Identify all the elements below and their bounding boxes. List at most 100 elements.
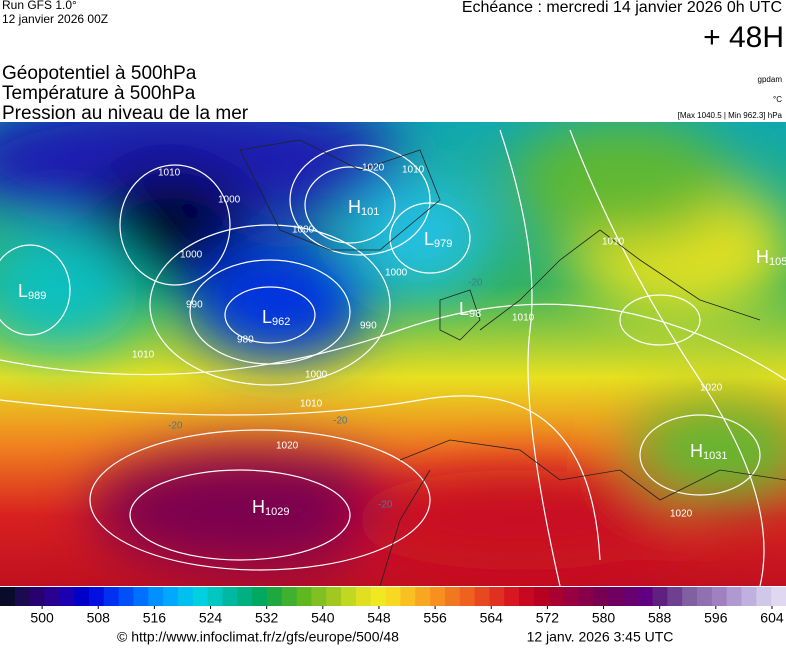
color-swatch [608,587,624,606]
color-swatch [0,587,16,606]
color-swatch [756,587,772,606]
color-swatch [74,587,90,606]
tick-label: 532 [255,610,279,626]
unit: gpdam [758,75,783,84]
tick-label: 588 [648,610,672,626]
color-swatch [355,587,372,606]
isobar-label: 1020 [362,163,385,174]
isobar-label: 1000 [180,250,203,261]
tick-label: 604 [760,610,784,626]
isobar-label: 1010 [158,168,181,179]
isobar-label: 1020 [670,509,693,520]
tick-label: 500 [30,610,54,626]
color-swatch [726,587,743,606]
tick-label: 556 [423,610,447,626]
color-swatch [118,587,134,606]
temperature-label: -20 [468,278,483,289]
isobars [0,129,786,586]
color-swatch [207,587,223,606]
color-swatch [652,587,668,606]
isobar-label: 1000 [385,268,408,279]
pressure-center: H1029 [252,497,289,518]
color-swatch [430,587,446,606]
color-swatch [296,587,312,606]
color-swatch [459,587,476,606]
color-swatch [444,587,461,606]
pressure-center: L979 [424,229,452,250]
pressure-center: L989 [18,281,46,302]
color-swatch [400,587,416,606]
color-swatch [533,587,550,606]
color-swatch [593,587,609,606]
tick-label: 540 [311,610,335,626]
color-swatch [222,587,238,606]
temperature-label: -20 [378,500,393,511]
pressure-center: L98 [459,299,481,320]
color-swatch [637,587,654,606]
map-field: L989 L962 H101 L979 L98 H105 H1031 H1029… [0,122,786,586]
source-url: © http://www.infoclimat.fr/z/gfs/europe/… [117,629,399,645]
isobar-label: 1000 [292,225,315,236]
model-name: Run GFS 1.0° [2,0,77,12]
isobar-label: 1010 [132,350,155,361]
tick-label: 524 [199,610,223,626]
color-swatch [563,587,579,606]
color-swatch [311,587,327,606]
tick-label: 596 [704,610,728,626]
color-swatch [682,587,698,606]
unit: [Max 1040.5 | Min 962.3] hPa [678,111,783,120]
isobar-label: 1020 [276,441,299,452]
color-swatch [14,587,31,606]
pressure-center: H105 [756,247,786,268]
color-swatch [252,587,268,606]
color-bar: 500 508 516 524 532 540 548 556 564 572 580 588 596 6… [0,587,786,626]
color-swatch [711,587,728,606]
color-swatch [163,587,179,606]
isobar-label: 1010 [512,313,535,324]
tick-label: 508 [87,610,111,626]
color-swatch [489,587,505,606]
forecast-time: Echéance : mercredi 14 janvier 2026 0h U… [462,0,782,16]
color-swatch [474,587,490,606]
color-swatch [504,587,520,606]
isobar-label: 1010 [402,165,425,176]
color-swatch [88,587,105,606]
color-swatch [697,587,713,606]
isobar-label: 1010 [602,237,625,248]
tick-label: 564 [480,610,504,626]
color-swatch [622,587,639,606]
coastlines [239,139,786,586]
color-swatch [771,587,786,606]
temperature-label: -20 [333,416,348,427]
isobar-label: 1000 [218,195,241,206]
isobar-label: 1000 [305,370,328,381]
color-swatch [177,587,194,606]
isobar-label: 990 [186,300,203,311]
pressure-center: H1031 [690,441,727,462]
color-swatch [281,587,298,606]
title: Pression au niveau de la mer [2,103,249,124]
isobar-label: 990 [360,321,377,332]
color-swatch [667,587,683,606]
isobar-label: 1020 [700,383,723,394]
issue-date: 12 janv. 2026 3:45 UTC [527,629,674,645]
isobar-label: 980 [237,335,254,346]
title: Température à 500hPa [2,83,196,104]
color-swatch [44,587,60,606]
run-date: 12 janvier 2026 00Z [2,12,108,26]
title: Géopotentiel à 500hPa [2,63,197,84]
temperature-label: -20 [168,421,183,432]
pressure-center: L962 [262,307,290,328]
tick-label: 548 [367,610,391,626]
color-swatch [341,587,357,606]
color-swatch [741,587,757,606]
tick-label: 572 [536,610,560,626]
pressure-center: H101 [348,197,379,218]
tick-label: 580 [592,610,616,626]
color-swatch [29,587,45,606]
color-swatch [103,587,120,606]
color-swatch [370,587,387,606]
color-swatch [133,587,149,606]
color-swatch [578,587,594,606]
